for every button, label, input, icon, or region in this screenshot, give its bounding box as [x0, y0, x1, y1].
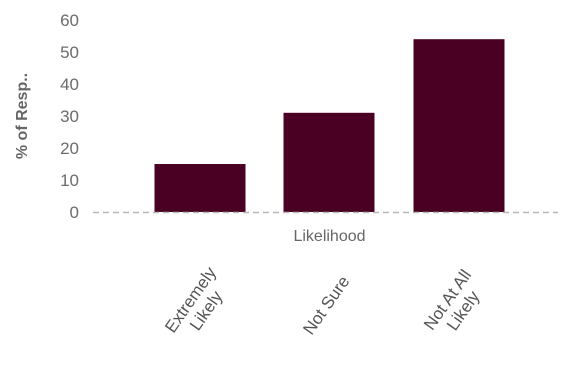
y-tick-label: 10: [60, 171, 79, 190]
y-tick-label: 20: [60, 139, 79, 158]
y-axis-ticks: 0 10 20 30 40 50 60: [60, 11, 79, 222]
x-tick-label-line: Not Sure: [299, 272, 353, 338]
y-tick-label: 30: [60, 107, 79, 126]
x-axis-label: Likelihood: [293, 228, 365, 245]
bar-3: [413, 39, 505, 213]
y-tick-label: 0: [70, 203, 79, 222]
bar-1: [154, 164, 246, 212]
bars-group: [154, 39, 505, 213]
y-tick-label: 40: [60, 75, 79, 94]
y-tick-label: 50: [60, 43, 79, 62]
bar-2: [283, 112, 375, 212]
y-tick-label: 60: [60, 11, 79, 30]
x-tick-label: Not Sure: [299, 272, 353, 338]
y-axis-label: % of Resp..: [14, 73, 31, 159]
